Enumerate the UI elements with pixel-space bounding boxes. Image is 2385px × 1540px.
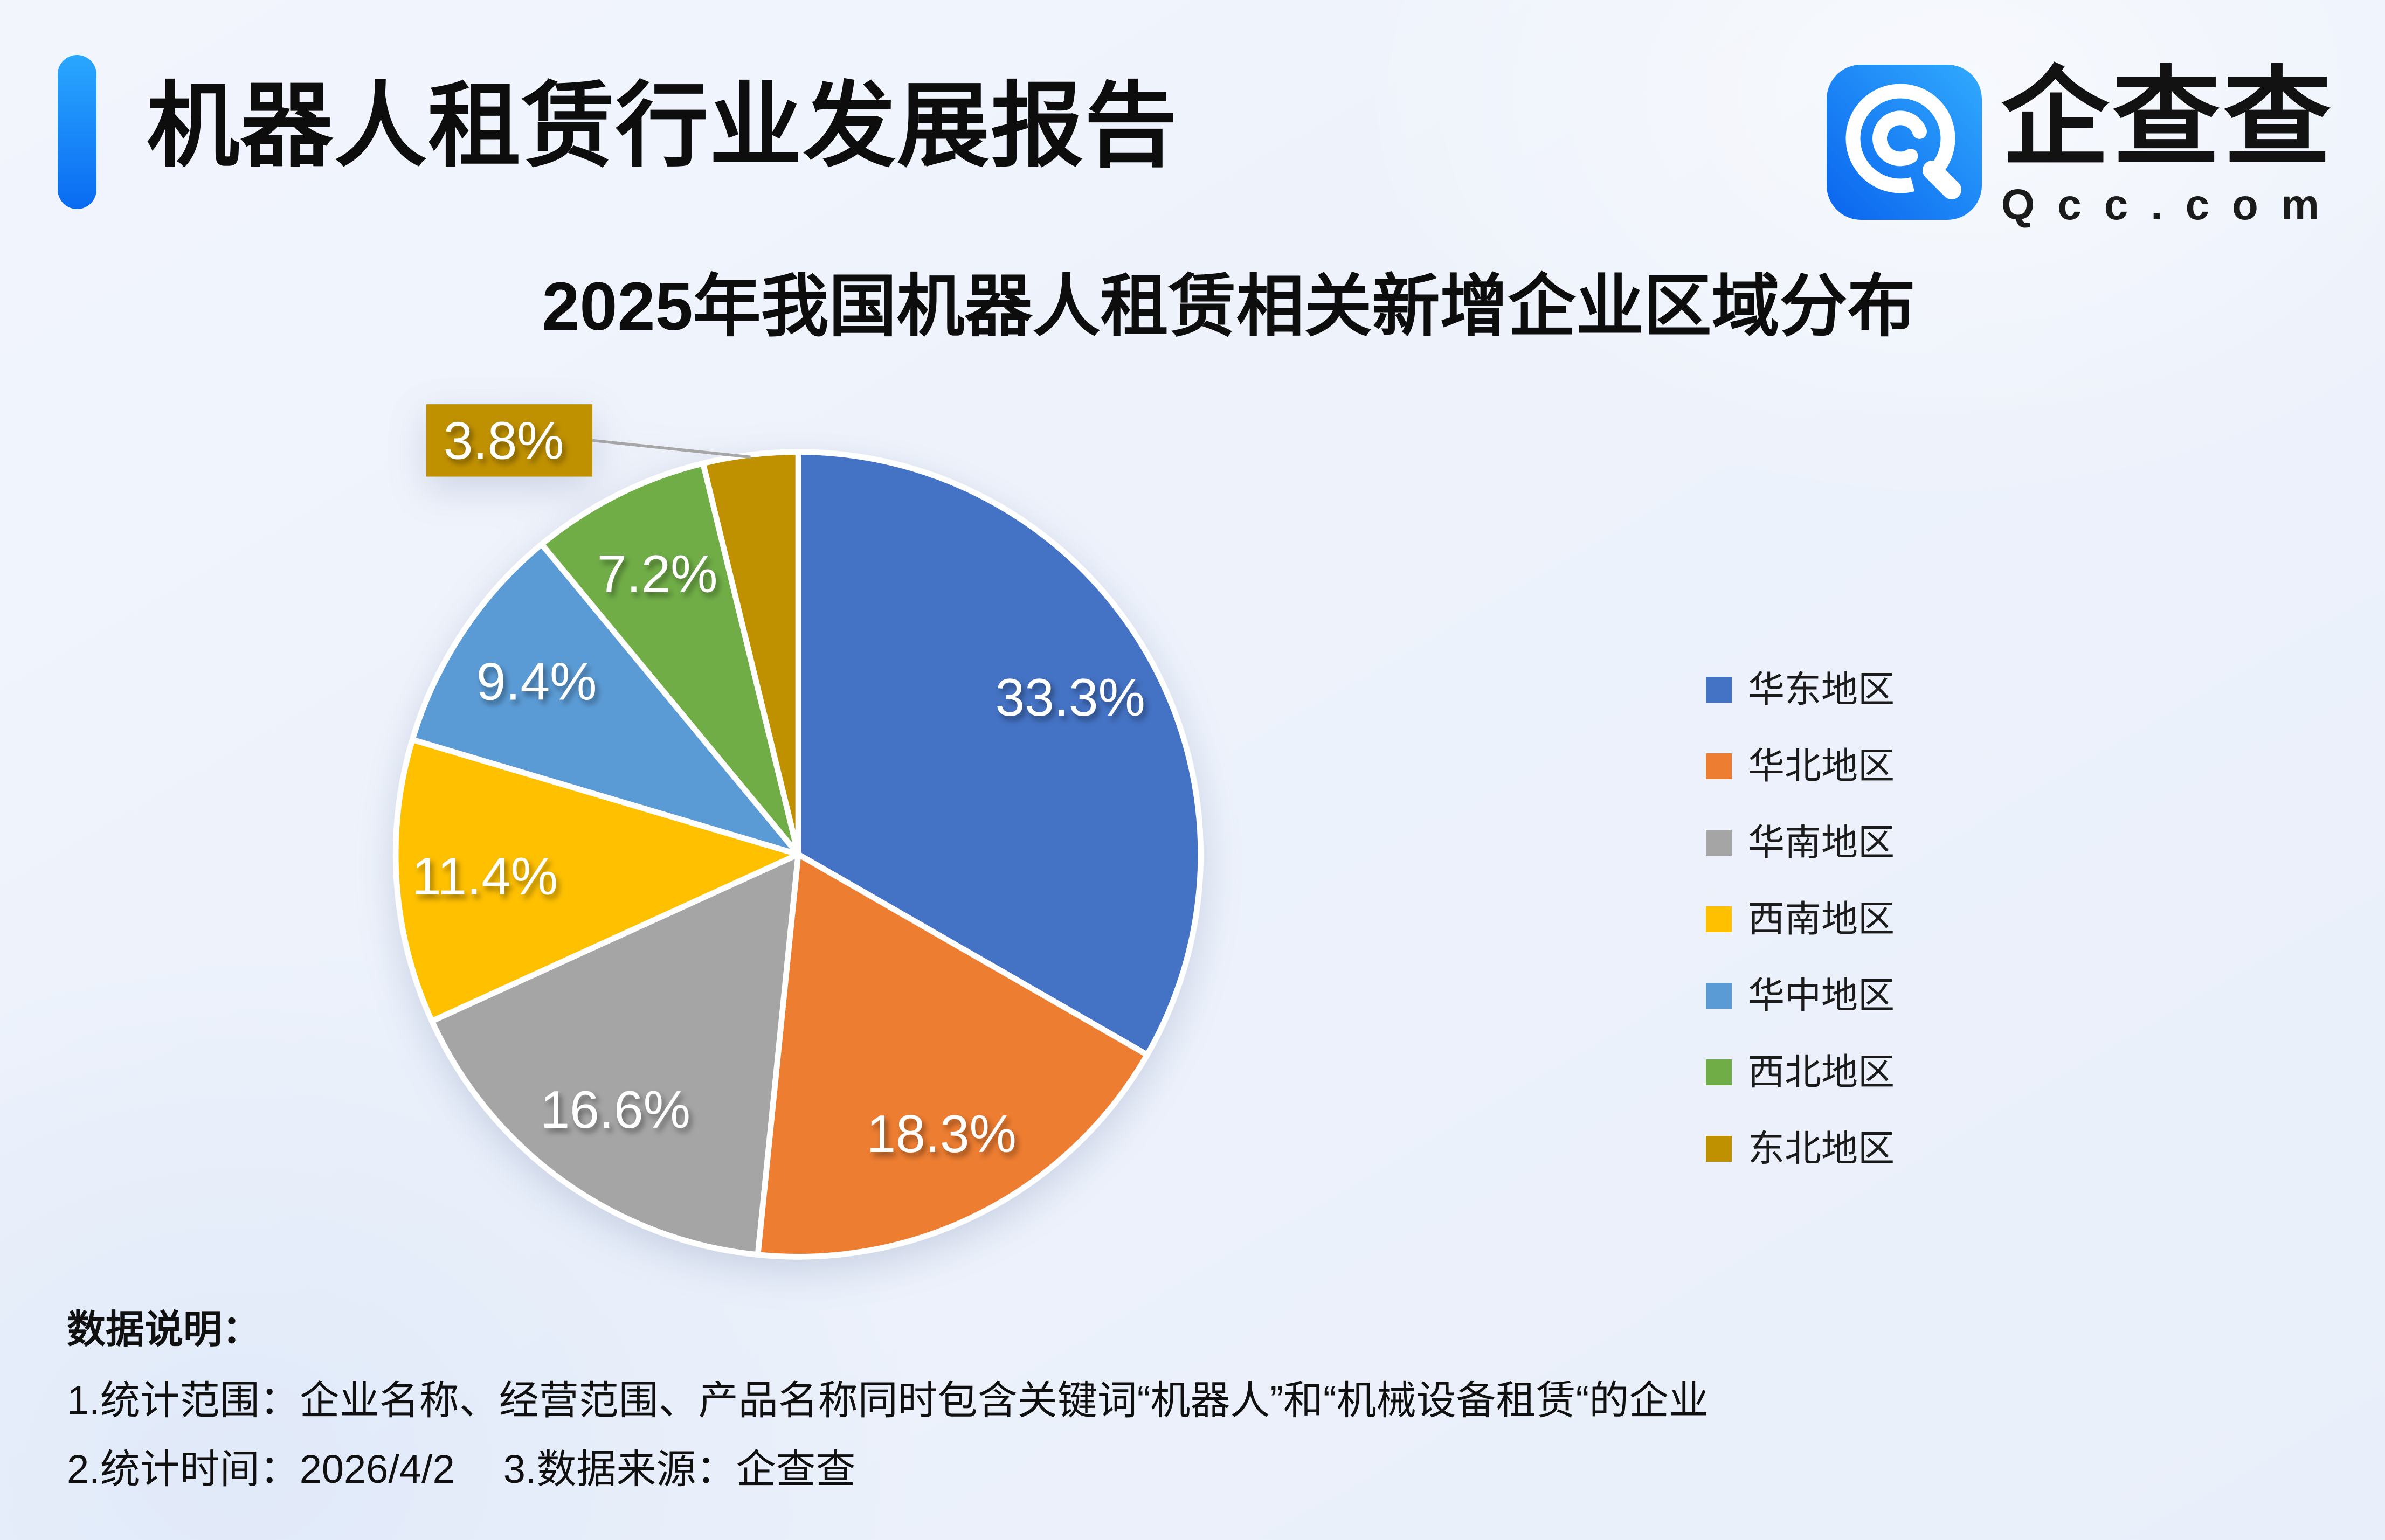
notes-scope-line: 1.统计范围：企业名称、经营范围、产品名称同时包含关键词“机器人”和“机械设备租… [67, 1378, 1709, 1423]
notes-source: 3.数据来源：企查查 [503, 1447, 856, 1492]
notes-time: 2.统计时间：2026/4/2 [67, 1447, 455, 1492]
pie-label-西北地区: 7.2% [597, 544, 718, 603]
legend-swatch-huanan [1706, 830, 1732, 856]
notes-time-source-line: 2.统计时间：2026/4/2 3.数据来源：企查查 [67, 1449, 855, 1489]
pie-label-华东地区: 33.3% [995, 668, 1145, 727]
pie-label-华北地区: 18.3% [867, 1104, 1017, 1163]
legend-label: 西南地区 [1748, 899, 1895, 940]
legend-swatch-huadong [1706, 677, 1732, 703]
legend-label: 东北地区 [1748, 1128, 1895, 1169]
legend-item: 华南地区 [1706, 822, 1895, 863]
pie-slice-华北地区 [755, 851, 1150, 1260]
legend-swatch-huazhong [1706, 983, 1732, 1009]
pie-labels: 33.3% 18.3% 16.6% 11.4% 9.4%7.2% 3.8% [412, 404, 1145, 1163]
legend-label: 华北地区 [1748, 746, 1895, 787]
pie-label-西南地区: 11.4% [412, 847, 558, 906]
legend: 华东地区 华北地区 华南地区 西南地区 华中地区 西北地区 东北地区 [1706, 669, 1895, 1169]
pie-slice-东北地区 [700, 449, 801, 857]
qcc-logo-icon [1827, 65, 1982, 220]
pie-slice-华中地区 [409, 541, 801, 857]
callout-leader-line [592, 439, 751, 459]
pie-label-东北地区: 3.8% [444, 411, 564, 470]
legend-item: 华中地区 [1706, 975, 1895, 1016]
logo-c-mark [1872, 110, 1927, 167]
legend-item: 华北地区 [1706, 746, 1895, 787]
pie-label-华中地区: 9.4% [476, 651, 597, 711]
legend-item: 华东地区 [1706, 669, 1895, 710]
legend-swatch-xibei [1706, 1059, 1732, 1085]
legend-swatch-xinan [1706, 906, 1732, 932]
legend-label: 西北地区 [1748, 1052, 1895, 1093]
pie-chart: 33.3% 18.3% 16.6% 11.4% 9.4%7.2% 3.8% [392, 404, 1204, 1260]
legend-item: 西北地区 [1706, 1052, 1895, 1093]
legend-label: 华东地区 [1748, 669, 1895, 710]
qcc-logo: 企查查 Qcc.com [1827, 65, 2342, 230]
legend-item: 东北地区 [1706, 1128, 1895, 1169]
report-title: 机器人租赁行业发展报告 [147, 74, 1178, 178]
logo-q-tail [1923, 161, 1961, 199]
logo-name: 企查查 [2001, 58, 2335, 178]
legend-label: 华中地区 [1748, 975, 1895, 1016]
pie-slice-西南地区 [392, 737, 801, 1024]
title-accent-bar [58, 55, 96, 209]
logo-q-ring [1845, 84, 1955, 193]
pie-slice-西北地区 [538, 460, 801, 857]
legend-item: 西南地区 [1706, 899, 1895, 940]
chart-title: 2025年我国机器人租赁相关新增企业区域分布 [542, 268, 1916, 344]
notes-heading: 数据说明： [67, 1308, 261, 1351]
pie-slice-华南地区 [428, 851, 801, 1258]
legend-swatch-dongbei [1706, 1136, 1732, 1162]
pie-slices [392, 449, 1204, 1260]
callout-box-东北地区 [426, 404, 593, 477]
legend-label: 华南地区 [1748, 822, 1895, 863]
logo-domain: Qcc.com [2001, 181, 2342, 228]
pie-slice-华东地区 [795, 449, 1204, 1058]
logo-text: 企查查 Qcc.com [2001, 65, 2342, 230]
legend-swatch-huabei [1706, 753, 1732, 779]
pie-label-华南地区: 16.6% [541, 1080, 690, 1139]
